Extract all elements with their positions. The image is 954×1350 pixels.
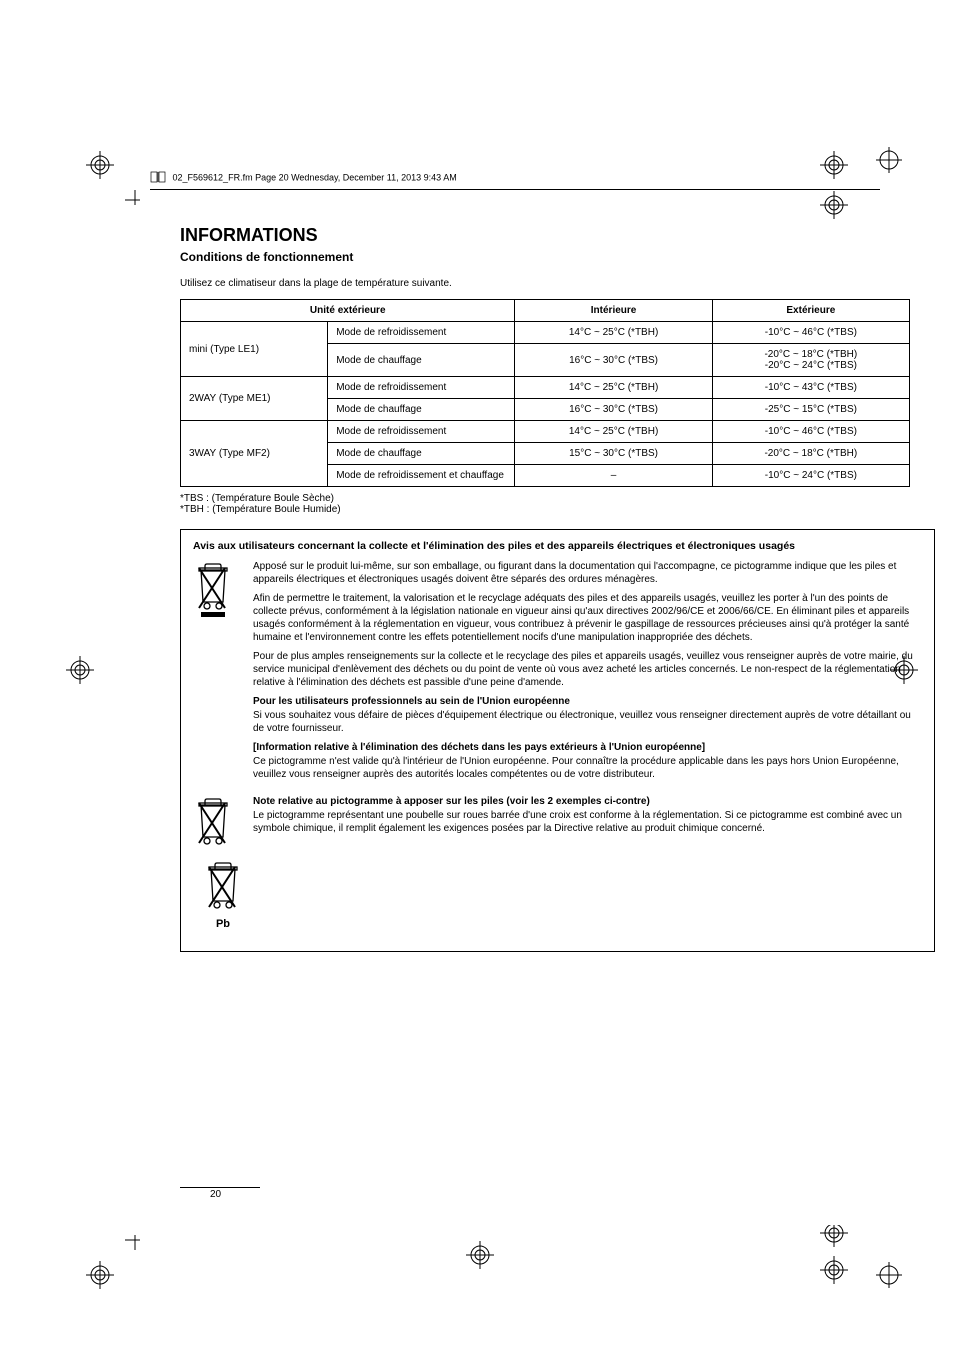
- notice-title: Avis aux utilisateurs concernant la coll…: [193, 540, 922, 554]
- section-title: INFORMATIONS: [180, 225, 940, 246]
- book-icon: [150, 170, 166, 186]
- notice-sub2-text: Si vous souhaitez vous défaire de pièces…: [253, 709, 922, 735]
- footnotes: *TBS : (Température Boule Sèche) *TBH : …: [180, 493, 940, 515]
- notice-p1: Apposé sur le produit lui-même, sur son …: [253, 560, 922, 586]
- pb-label: Pb: [193, 917, 253, 931]
- reg-mark-left-mid: [60, 650, 100, 690]
- table-row: 3WAY (Type MF2) Mode de refroidissement …: [181, 421, 910, 443]
- crop-mark-bottom-right: [794, 1225, 904, 1295]
- reg-mark-bottom-mid: [460, 1235, 500, 1275]
- battery-bin-icon: [193, 795, 253, 851]
- crop-mark-top-left: [80, 145, 140, 205]
- notice-p2: Afin de permettre le traitement, la valo…: [253, 592, 922, 644]
- table-row: 2WAY (Type ME1) Mode de refroidissement …: [181, 377, 910, 399]
- crop-mark-bottom-left: [80, 1235, 140, 1295]
- page-number-line: [180, 1187, 260, 1188]
- footnote-tbs: *TBS : (Température Boule Sèche): [180, 493, 940, 504]
- notice-p3: Pour de plus amples renseignements sur l…: [253, 650, 922, 689]
- notice-sub3-title: [Information relative à l'élimination de…: [253, 741, 922, 754]
- intro-text: Utilisez ce climatiseur dans la plage de…: [180, 278, 940, 289]
- notice-box: Avis aux utilisateurs concernant la coll…: [180, 529, 935, 952]
- table-row: mini (Type LE1) Mode de refroidissement …: [181, 322, 910, 344]
- print-header: 02_F569612_FR.fm Page 20 Wednesday, Dece…: [150, 170, 880, 190]
- table-header-exterior: Extérieure: [712, 300, 909, 322]
- section-subtitle: Conditions de fonctionnement: [180, 250, 940, 264]
- notice-sub2-title: Pour les utilisateurs professionnels au …: [253, 695, 922, 708]
- notice-sub3-text: Ce pictogramme n'est valide qu'à l'intér…: [253, 755, 922, 781]
- notice-block2-title: Note relative au pictogramme à apposer s…: [253, 795, 922, 808]
- table-header-unit: Unité extérieure: [181, 300, 515, 322]
- footnote-tbh: *TBH : (Température Boule Humide): [180, 504, 940, 515]
- print-header-text: 02_F569612_FR.fm Page 20 Wednesday, Dece…: [173, 172, 457, 182]
- notice-block2-text: Le pictogramme représentant une poubelle…: [253, 809, 922, 835]
- page-number: 20: [210, 1189, 221, 1200]
- weee-bin-icon: [193, 560, 253, 621]
- table-header-interior: Intérieure: [515, 300, 712, 322]
- battery-bin-pb-icon: Pb: [193, 859, 253, 931]
- conditions-table: Unité extérieure Intérieure Extérieure m…: [180, 299, 910, 487]
